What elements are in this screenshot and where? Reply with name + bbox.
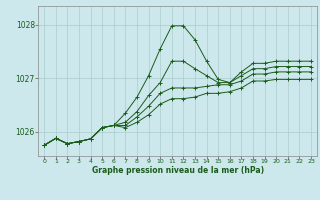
- X-axis label: Graphe pression niveau de la mer (hPa): Graphe pression niveau de la mer (hPa): [92, 166, 264, 175]
